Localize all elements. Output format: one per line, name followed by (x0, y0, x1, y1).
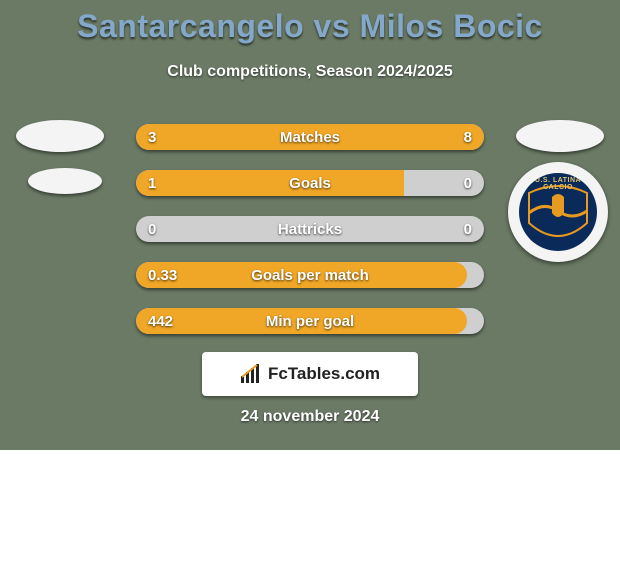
stat-label: Goals per match (136, 262, 484, 288)
stat-bar: Goals per match0.33 (136, 262, 484, 288)
team-badge-left (16, 166, 102, 194)
stat-label: Goals (136, 170, 484, 196)
footer-date: 24 november 2024 (0, 408, 620, 426)
stat-value-left: 442 (148, 308, 173, 334)
stat-value-left: 0.33 (148, 262, 177, 288)
page-subtitle: Club competitions, Season 2024/2025 (0, 63, 620, 81)
stat-value-right: 8 (464, 124, 472, 150)
stat-label: Hattricks (136, 216, 484, 242)
stat-value-right: 0 (464, 170, 472, 196)
stat-bar: Hattricks0 0 (136, 216, 484, 242)
stat-row: U.S. LATINA CALCIO Goals1 0 (0, 164, 620, 210)
stat-row: Min per goal442 (0, 302, 620, 348)
stat-value-left: 0 (148, 216, 156, 242)
stat-bar: Goals1 0 (136, 170, 484, 196)
crest-text: U.S. LATINA CALCIO (519, 177, 597, 191)
stat-rows: Matches38U.S. LATINA CALCIOGoals10Hattri… (0, 118, 620, 348)
source-logo: FcTables.com (202, 352, 418, 396)
comparison-card: Santarcangelo vs Milos Bocic Club compet… (0, 0, 620, 450)
stat-bar: Min per goal442 (136, 308, 484, 334)
bars-icon (240, 364, 262, 384)
stat-row: Hattricks0 0 (0, 210, 620, 256)
team-badge-right (516, 120, 604, 152)
stat-row: Matches3 8 (0, 118, 620, 164)
page-title: Santarcangelo vs Milos Bocic (0, 0, 620, 45)
stat-bar: Matches3 8 (136, 124, 484, 150)
stat-value-right: 0 (464, 216, 472, 242)
stat-label: Matches (136, 124, 484, 150)
stat-value-left: 1 (148, 170, 156, 196)
team-badge-left (16, 120, 104, 152)
stat-value-left: 3 (148, 124, 156, 150)
stat-label: Min per goal (136, 308, 484, 334)
stat-row: Goals per match0.33 (0, 256, 620, 302)
source-logo-text: FcTables.com (268, 364, 380, 384)
